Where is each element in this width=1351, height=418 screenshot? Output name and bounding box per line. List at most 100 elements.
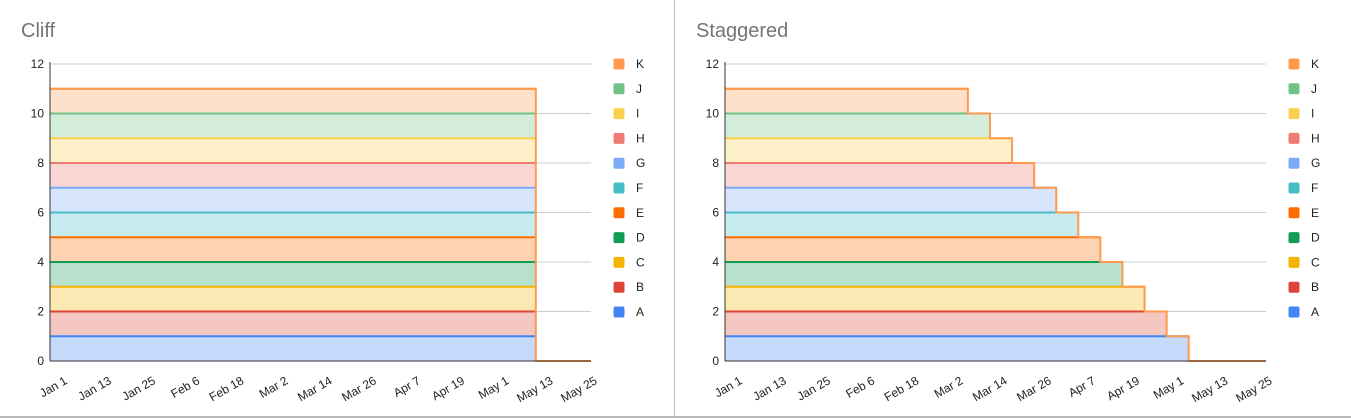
x-tick-label: Jan 1 [712, 373, 745, 400]
area-band-i [725, 138, 1013, 163]
y-tick-label: 12 [706, 57, 720, 71]
legend-swatch-i [613, 108, 625, 120]
legend-label-i: I [1311, 107, 1314, 121]
area-band-k [50, 88, 536, 114]
x-tick-label: Mar 26 [1014, 373, 1054, 404]
legend-label-e: E [1311, 206, 1319, 220]
chart-svg-staggered: 0 2 4 6 8 10 12 Jan 1 Jan 13 Jan 25 Feb 6 Feb 18 Mar… [706, 57, 1321, 405]
legend-label-i: I [636, 107, 639, 121]
x-tick-label: Jan 1 [37, 373, 70, 400]
x-tick-label: Mar 14 [295, 373, 335, 404]
chart-title: Staggered [696, 20, 789, 42]
y-tick-label: 0 [712, 354, 719, 368]
legend-swatch-b [1288, 281, 1300, 293]
area-band-i [50, 138, 536, 163]
area-band-e [725, 237, 1101, 262]
area-band-d [725, 262, 1123, 287]
x-tick-label: Apr 19 [1104, 373, 1142, 403]
chart-panel-staggered: Staggered 0 2 4 6 8 10 12 Jan 1 Jan 13 Jan 25 Feb … [675, 0, 1350, 416]
legend-label-b: B [1311, 280, 1319, 294]
area-band-c [725, 286, 1145, 312]
x-tick-label: Feb 6 [168, 373, 202, 401]
area-band-f [50, 212, 536, 238]
legend-label-a: A [636, 305, 644, 319]
area-band-c [50, 286, 536, 312]
y-tick-label: 2 [37, 305, 44, 319]
legend-swatch-k [613, 58, 625, 70]
chart-svg-cliff: 0 2 4 6 8 10 12 Jan 1 Jan 13 Jan 25 Feb 6 Feb 18 Mar… [31, 57, 646, 405]
x-tick-label: May 25 [1233, 373, 1274, 405]
chart-title: Cliff [21, 20, 56, 42]
stack-outline [725, 87, 1266, 362]
legend-label-d: D [1311, 231, 1320, 245]
x-tick-label: May 13 [514, 373, 555, 405]
y-tick-label: 8 [37, 156, 44, 170]
legend-label-f: F [636, 181, 643, 195]
legend-label-e: E [636, 206, 644, 220]
x-tick-label: Jan 13 [75, 373, 113, 403]
legend-label-a: A [1311, 305, 1319, 319]
panel-divider [674, 0, 675, 418]
legend-swatch-k [1288, 58, 1300, 70]
legend-swatch-c [613, 256, 625, 268]
legend-swatch-c [1288, 256, 1300, 268]
legend-swatch-j [613, 83, 625, 95]
area-band-g [725, 187, 1057, 213]
x-tick-label: Mar 2 [932, 373, 966, 401]
y-tick-label: 4 [712, 255, 719, 269]
legend-label-c: C [1311, 255, 1320, 269]
legend-label-b: B [636, 280, 644, 294]
x-tick-label: Feb 6 [843, 373, 877, 401]
legend-swatch-f [613, 182, 625, 194]
legend-label-g: G [636, 156, 645, 170]
legend-swatch-h [613, 132, 625, 144]
area-band-a [50, 336, 536, 361]
legend-label-g: G [1311, 156, 1320, 170]
legend-swatch-e [1288, 207, 1300, 219]
y-tick-label: 8 [712, 156, 719, 170]
legend-swatch-d [1288, 232, 1300, 244]
legend-label-j: J [636, 82, 642, 96]
legend-swatch-d [613, 232, 625, 244]
x-tick-label: Apr 19 [429, 373, 467, 403]
area-band-b [50, 311, 536, 337]
legend-swatch-a [613, 306, 625, 318]
y-tick-label: 10 [31, 107, 45, 121]
legend-swatch-g [1288, 157, 1300, 169]
area-band-k [725, 88, 968, 114]
x-tick-label: Feb 18 [207, 373, 247, 404]
y-tick-label: 6 [712, 206, 719, 220]
area-band-f [725, 212, 1079, 238]
y-tick-label: 2 [712, 305, 719, 319]
x-tick-label: Apr 7 [391, 373, 423, 400]
x-tick-label: Jan 13 [750, 373, 788, 403]
x-tick-label: Jan 25 [795, 373, 833, 403]
y-tick-label: 4 [37, 255, 44, 269]
legend-swatch-e [613, 207, 625, 219]
legend-label-k: K [636, 57, 644, 71]
x-tick-label: Mar 26 [339, 373, 379, 404]
legend-label-c: C [636, 255, 645, 269]
area-band-h [725, 163, 1035, 188]
area-band-d [50, 262, 536, 287]
x-tick-label: Feb 18 [882, 373, 922, 404]
chart-panel-cliff: Cliff 0 2 4 6 8 10 12 Jan 1 Jan 13 Jan 25 Feb 6 Feb… [0, 0, 674, 416]
area-band-j [50, 113, 536, 139]
x-tick-label: Mar 2 [257, 373, 291, 401]
x-tick-label: May 1 [476, 373, 512, 402]
area-band-g [50, 187, 536, 213]
legend-swatch-b [613, 281, 625, 293]
y-tick-label: 0 [37, 354, 44, 368]
y-tick-label: 12 [31, 57, 45, 71]
area-band-e [50, 237, 536, 262]
legend-label-f: F [1311, 181, 1318, 195]
y-tick-label: 10 [706, 107, 720, 121]
legend-swatch-j [1288, 83, 1300, 95]
legend-label-k: K [1311, 57, 1319, 71]
bottom-border [0, 416, 1351, 418]
area-band-j [725, 113, 990, 139]
legend-label-d: D [636, 231, 645, 245]
legend-swatch-f [1288, 182, 1300, 194]
legend-swatch-a [1288, 306, 1300, 318]
legend-swatch-i [1288, 108, 1300, 120]
